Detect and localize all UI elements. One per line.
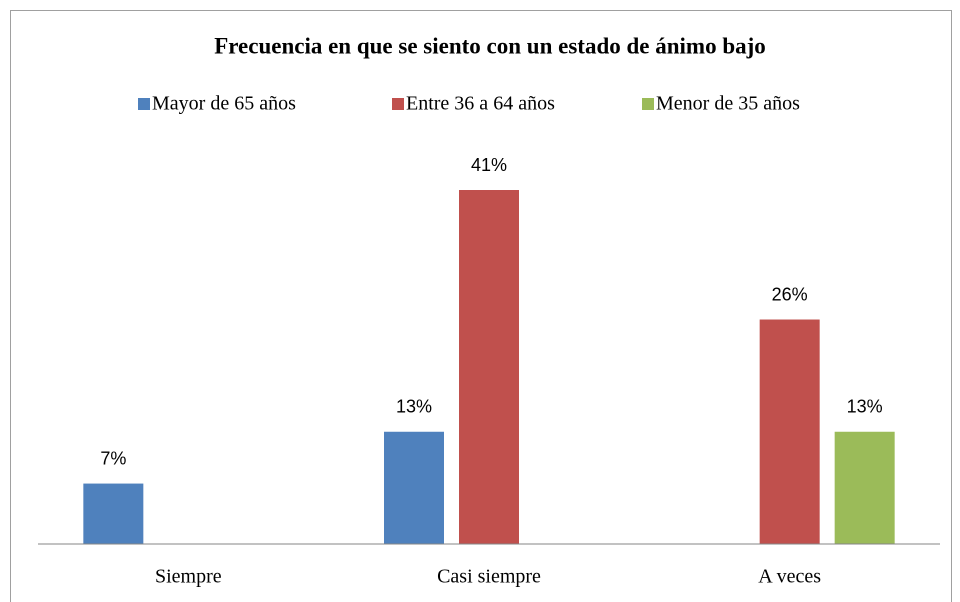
legend-swatch [138,98,150,110]
data-label: 7% [100,448,126,468]
bar [459,190,519,545]
x-tick-label: Siempre [155,566,222,588]
legend-label: Mayor de 65 años [152,93,296,115]
legend-label: Entre 36 a 64 años [406,93,555,115]
x-tick-label: A veces [758,566,821,588]
bar [759,319,820,544]
legend-swatch [642,98,654,110]
bar [834,431,895,544]
data-label: 13% [396,397,432,417]
legend-label: Menor de 35 años [656,93,800,115]
legend-swatch [392,98,404,110]
bar [384,431,444,544]
data-label: 13% [847,397,883,417]
chart-title: Frecuencia en que se siento con un estad… [214,33,766,58]
data-label: 41% [471,155,507,175]
x-tick-label: Casi siempre [437,566,541,588]
bar [83,483,144,544]
data-label: 26% [772,284,808,304]
